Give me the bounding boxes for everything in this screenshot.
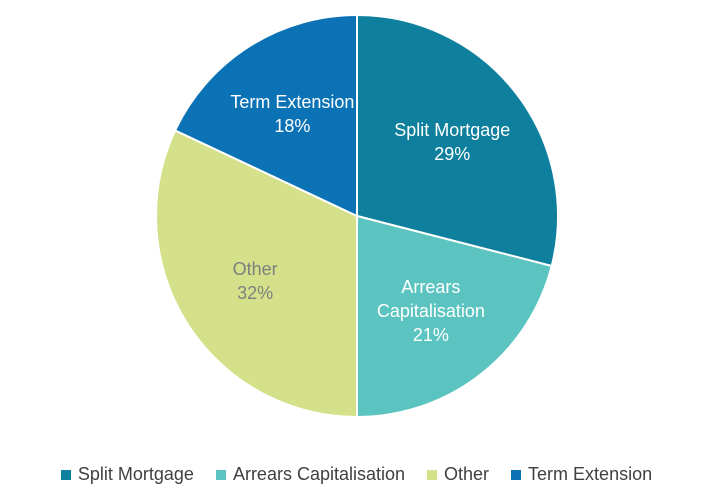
legend-label: Arrears Capitalisation <box>232 464 406 484</box>
legend-swatch <box>511 469 522 480</box>
legend-label: Other <box>444 464 490 484</box>
legend-label: Term Extension <box>528 464 653 484</box>
legend-item: Split Mortgage <box>60 464 194 485</box>
legend: Split Mortgage Arrears Capitalisation Othe… <box>0 464 713 485</box>
data-label-value: 21% <box>412 325 449 346</box>
data-label: Other 32% <box>175 257 335 305</box>
legend-label: Split Mortgage <box>77 464 194 484</box>
legend-swatch <box>215 469 226 480</box>
legend-item: Arrears Capitalisation <box>215 464 406 485</box>
data-label-name: Other <box>232 258 278 279</box>
pie-slice <box>155 129 358 419</box>
data-label: Term Extension 18% <box>212 90 372 138</box>
pie-slice <box>356 13 559 268</box>
data-label-value: 18% <box>274 116 311 137</box>
data-label-value: 32% <box>237 282 274 303</box>
data-label-name: Term Extension <box>230 92 355 113</box>
legend-item: Term Extension <box>511 464 652 485</box>
data-label: Arrears Capitalisation 21% <box>371 275 491 347</box>
pie-slice <box>173 13 358 218</box>
legend-swatch <box>427 469 438 480</box>
data-label-name: Split Mortgage <box>394 120 511 141</box>
data-label-value: 29% <box>434 144 471 165</box>
pie-slice <box>356 214 553 419</box>
legend-item: Other <box>427 464 489 485</box>
data-label-name: Arrears Capitalisation <box>376 277 485 322</box>
legend-swatch <box>60 469 71 480</box>
data-label: Split Mortgage 29% <box>372 118 532 166</box>
